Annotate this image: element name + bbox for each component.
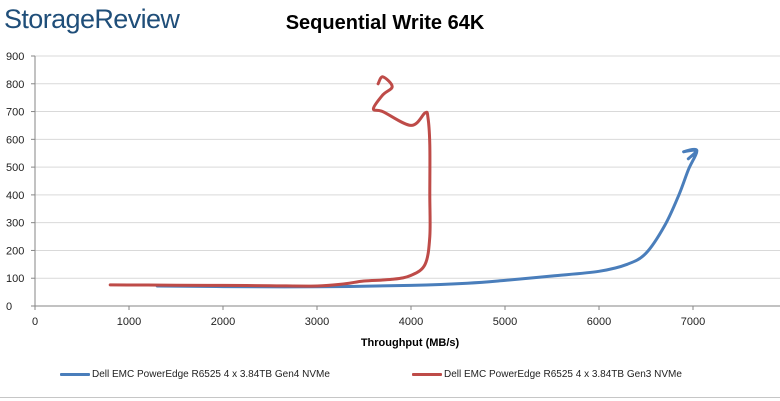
x-axis-title: Throughput (MB/s) bbox=[361, 337, 460, 349]
x-tick-label: 1000 bbox=[117, 316, 141, 328]
x-tick-label: 6000 bbox=[587, 316, 611, 328]
legend-label: Dell EMC PowerEdge R6525 4 x 3.84TB Gen3… bbox=[444, 369, 682, 380]
series-line-2 bbox=[108, 75, 432, 288]
chart-bottom-border bbox=[0, 397, 780, 398]
y-tick-label: 600 bbox=[6, 134, 24, 146]
y-tick-label: 300 bbox=[6, 218, 24, 230]
series-line-1 bbox=[155, 147, 699, 289]
x-tick-label: 5000 bbox=[493, 316, 517, 328]
storagereview-logo: StorageReview bbox=[4, 4, 180, 35]
x-tick-label: 0 bbox=[32, 316, 38, 328]
x-tick-label: 7000 bbox=[681, 316, 705, 328]
y-tick-label: 0 bbox=[6, 301, 12, 313]
x-tick-label: 3000 bbox=[305, 316, 329, 328]
y-tick-label: 900 bbox=[6, 51, 24, 63]
y-tick-label: 200 bbox=[6, 245, 24, 257]
y-tick-label: 700 bbox=[6, 107, 24, 119]
y-tick-label: 100 bbox=[6, 273, 24, 285]
logo-text-storage: Storage bbox=[4, 4, 95, 34]
legend-label: Dell EMC PowerEdge R6525 4 x 3.84TB Gen4… bbox=[92, 369, 330, 380]
x-tick-label: 2000 bbox=[211, 316, 235, 328]
legend-swatch bbox=[60, 373, 90, 376]
y-tick-label: 400 bbox=[6, 190, 24, 202]
x-tick-label: 4000 bbox=[399, 316, 423, 328]
y-tick-label: 500 bbox=[6, 162, 24, 174]
legend-item: Dell EMC PowerEdge R6525 4 x 3.84TB Gen4… bbox=[60, 369, 330, 380]
chart-title: Sequential Write 64K bbox=[285, 12, 485, 34]
legend-item: Dell EMC PowerEdge R6525 4 x 3.84TB Gen3… bbox=[412, 369, 682, 380]
legend-swatch bbox=[412, 373, 442, 376]
y-tick-label: 800 bbox=[6, 79, 24, 91]
logo-text-review: Review bbox=[94, 4, 180, 34]
